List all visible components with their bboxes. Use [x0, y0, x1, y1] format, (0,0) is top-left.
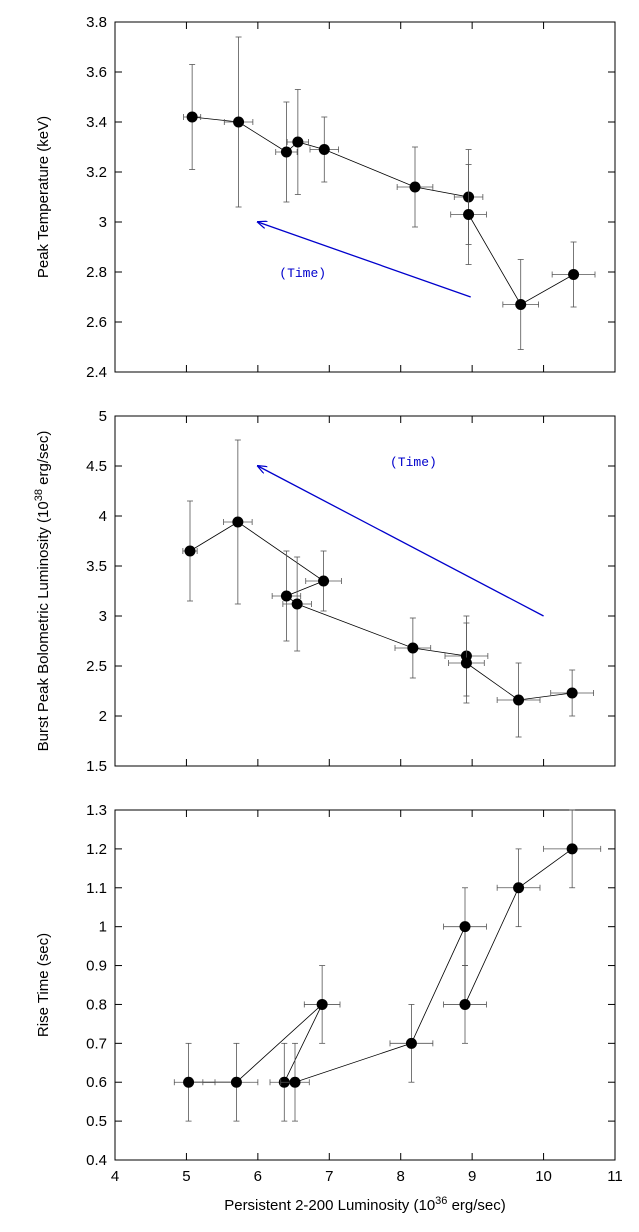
- data-point: [515, 299, 527, 310]
- y-axis-title-superscript: 38: [33, 489, 45, 501]
- data-point: [316, 998, 328, 1010]
- data-point: [459, 921, 471, 933]
- y-tick-label: 4.5: [86, 458, 107, 475]
- data-point: [568, 269, 580, 280]
- x-tick-label: 9: [468, 1168, 476, 1185]
- x-axis-title-suffix: erg/sec): [447, 1197, 505, 1214]
- data-point: [292, 136, 304, 148]
- y-tick-label: 1.5: [86, 758, 107, 775]
- series-line: [188, 848, 573, 1083]
- y-tick-label: 3.6: [86, 64, 107, 81]
- data-point: [409, 181, 421, 193]
- x-tick-label: 4: [111, 1168, 119, 1185]
- time-annotation: (Time): [279, 266, 326, 281]
- plot-frame: [114, 415, 616, 767]
- y-tick-label: 2.6: [86, 314, 107, 331]
- x-axis-title: Persistent 2-200 Luminosity (1036 erg/se…: [224, 1195, 506, 1214]
- chart-panel-1: 2.4 2.6 2.8 3 3.2 3.4 3.6 3.8 Peak Temperature (…: [35, 14, 616, 381]
- data-point: [291, 598, 303, 610]
- data-point: [183, 1076, 195, 1088]
- y-tick-label: 1.1: [86, 880, 107, 897]
- data-point: [407, 642, 419, 654]
- y-tick-label: 5: [99, 408, 107, 425]
- plot-frame: [114, 809, 616, 1161]
- y-axis-title: Peak Temperature (keV): [35, 116, 52, 278]
- y-tick-label: 1.2: [86, 841, 107, 858]
- y-tick-label: 0.7: [86, 1035, 107, 1052]
- y-tick-label: 3.4: [86, 114, 107, 131]
- y-tick-label: 0.6: [86, 1074, 107, 1091]
- y-tick-label: 2.4: [86, 364, 107, 381]
- y-tick-label: 4: [99, 508, 107, 525]
- data-point: [280, 590, 292, 602]
- y-tick-label: 3.5: [86, 558, 107, 575]
- data-point: [566, 687, 578, 699]
- time-arrow: [258, 222, 471, 298]
- y-tick-label: 0.5: [86, 1113, 107, 1130]
- y-axis-title: Rise Time (sec): [35, 933, 52, 1037]
- data-point: [289, 1076, 301, 1088]
- x-tick-label: 11: [607, 1168, 623, 1185]
- data-point: [463, 209, 475, 220]
- y-tick-label: 2: [99, 708, 107, 725]
- y-axis-title-text: Burst Peak Bolometric Luminosity (10: [35, 501, 52, 751]
- data-point: [459, 998, 471, 1010]
- y-tick-label: 2.5: [86, 658, 107, 675]
- data-point: [405, 1037, 417, 1049]
- data-point: [513, 882, 525, 894]
- data-point: [184, 545, 196, 557]
- data-point: [230, 1076, 242, 1088]
- y-axis-title-text: Rise Time (sec): [35, 933, 52, 1037]
- data-point: [318, 575, 330, 587]
- data-point: [460, 657, 472, 669]
- x-axis-title-superscript: 36: [435, 1195, 447, 1207]
- y-tick-label: 1: [99, 919, 107, 936]
- data-point: [318, 144, 330, 155]
- chart-panel-2: 1.5 2 2.5 3 3.5 4 4.5 5 Burst Peak Bolometric Lu…: [33, 408, 616, 775]
- x-tick-label: 5: [182, 1168, 190, 1185]
- time-annotation: (Time): [390, 455, 437, 470]
- y-axis-title: Burst Peak Bolometric Luminosity (1038 e…: [33, 431, 52, 752]
- data-point: [233, 116, 245, 128]
- y-tick-label: 2.8: [86, 264, 107, 281]
- x-tick-label: 7: [325, 1168, 333, 1185]
- x-tick-label: 10: [535, 1168, 552, 1185]
- x-tick-label: 8: [397, 1168, 405, 1185]
- y-tick-label: 1.3: [86, 802, 107, 819]
- data-point: [186, 111, 198, 123]
- y-tick-label: 0.8: [86, 996, 107, 1013]
- y-tick-label: 3.2: [86, 164, 107, 181]
- data-point: [232, 516, 244, 528]
- series-line: [192, 116, 574, 306]
- data-point: [566, 843, 578, 855]
- plot-frame: [114, 21, 616, 373]
- x-tick-label: 6: [254, 1168, 262, 1185]
- data-point: [513, 694, 525, 706]
- data-point: [280, 146, 292, 158]
- chart-panel-3: 0.4 0.5 0.6 0.7 0.8 0.9 1 1.1 1.2 1.3 4 5 6 7 8 9 10 11 Ri…: [35, 802, 623, 1214]
- time-arrow: [258, 466, 544, 617]
- series-line: [189, 521, 573, 701]
- y-tick-label: 0.9: [86, 958, 107, 975]
- y-axis-title-text: Peak Temperature (keV): [35, 116, 52, 278]
- x-axis-title-text: Persistent 2-200 Luminosity (10: [224, 1197, 435, 1214]
- y-tick-label: 0.4: [86, 1152, 107, 1169]
- y-axis-title-suffix: erg/sec): [35, 431, 52, 489]
- y-tick-label: 3: [99, 214, 107, 231]
- y-tick-label: 3.8: [86, 14, 107, 31]
- y-tick-label: 3: [99, 608, 107, 625]
